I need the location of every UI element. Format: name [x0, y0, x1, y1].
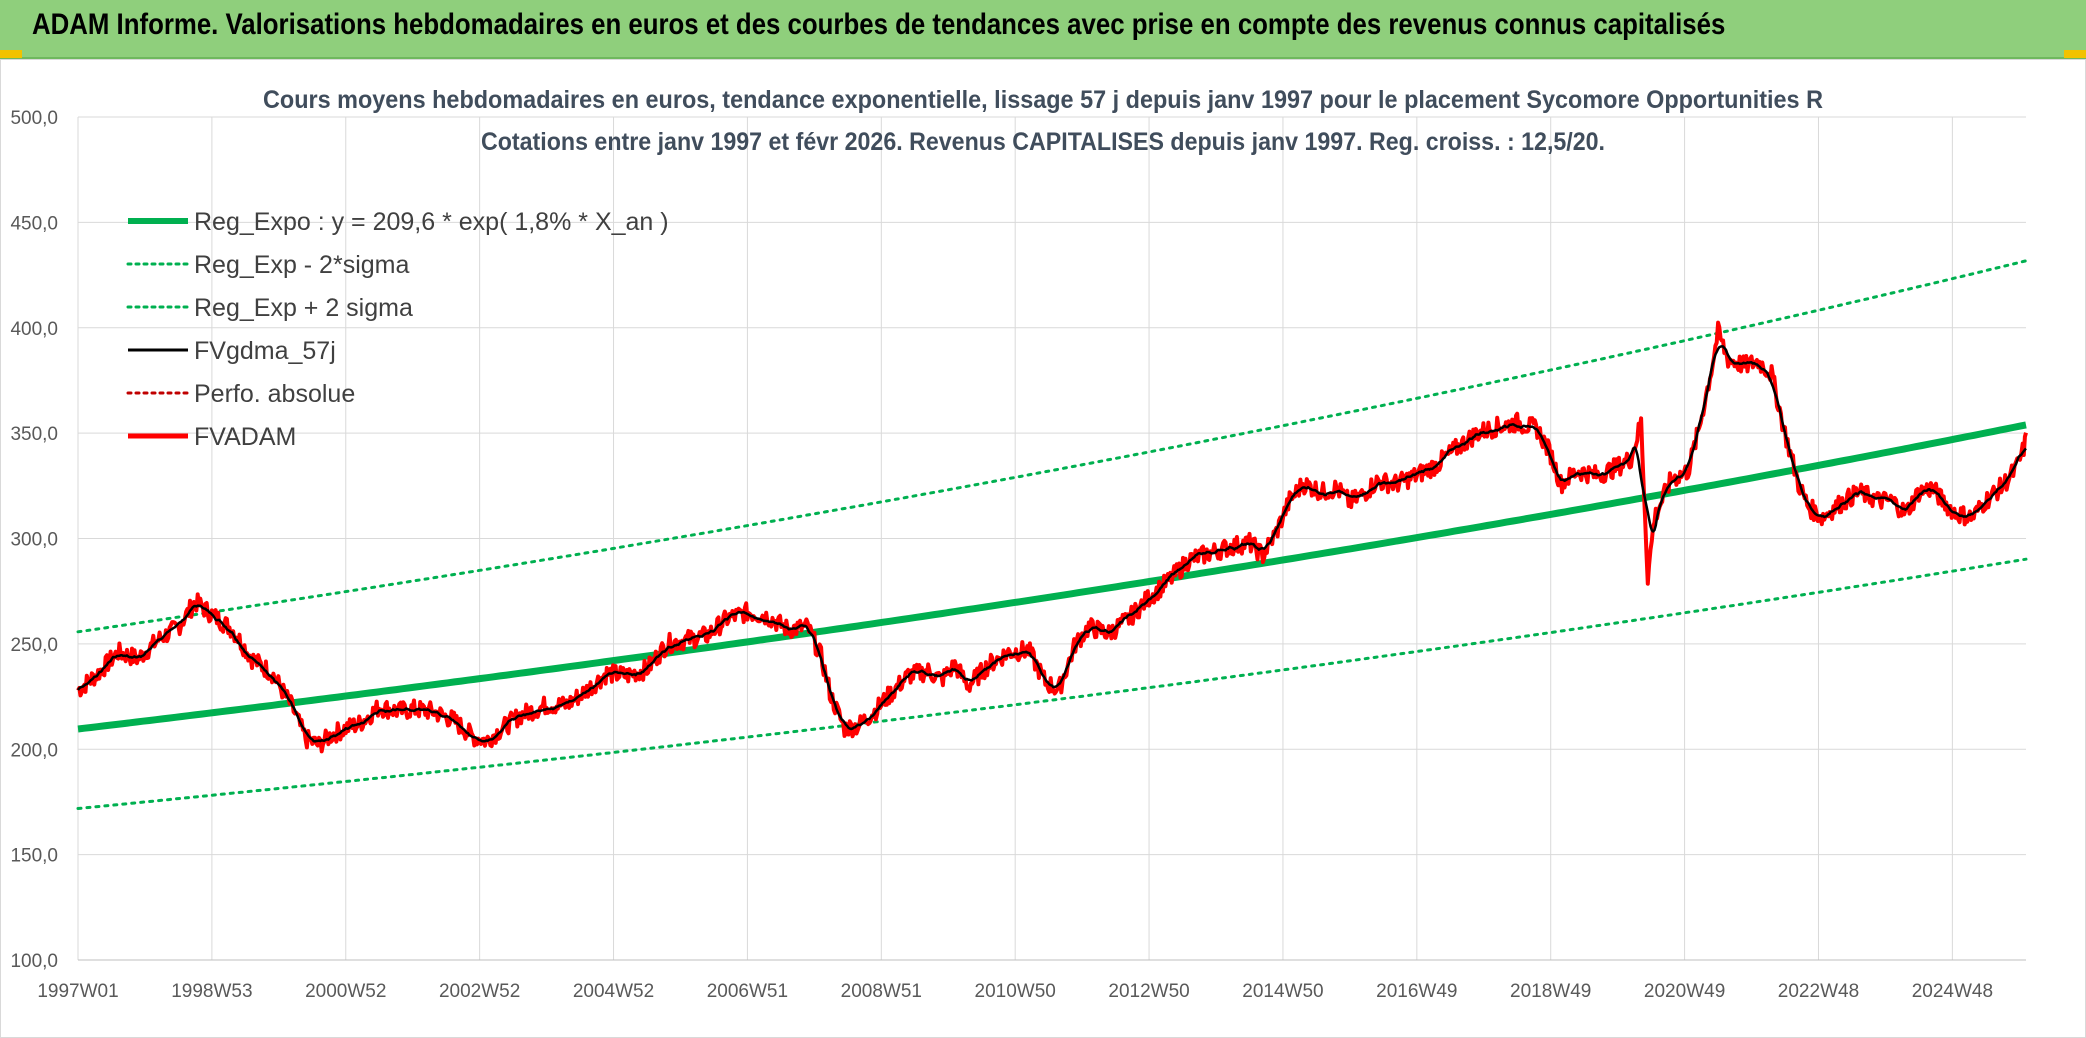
x-tick-label: 2000W52 — [305, 981, 386, 1002]
series-fvgdma-57j — [76, 345, 2027, 743]
x-tick-label: 1998W53 — [171, 981, 252, 1002]
x-tick-label: 2020W49 — [1644, 981, 1725, 1002]
banner-title: ADAM Informe. Valorisations hebdomadaire… — [32, 8, 1726, 41]
legend-label-low: Reg_Exp - 2*sigma — [194, 251, 409, 279]
x-tick-label: 2024W48 — [1912, 981, 1993, 1002]
x-tick-label: 2002W52 — [439, 981, 520, 1002]
grid-lines — [77, 116, 2026, 961]
series-reg-exp-minus-2sigma — [76, 557, 2028, 810]
corner-marker-left — [0, 50, 22, 58]
chart-title-line2: Cotations entre janv 1997 et févr 2026. … — [481, 128, 1605, 156]
y-tick-label: 200,0 — [10, 740, 58, 761]
x-tick-label: 2004W52 — [573, 981, 654, 1002]
chart-titles: Cours moyens hebdomadaires en euros, ten… — [263, 86, 1823, 156]
y-tick-label: 300,0 — [10, 530, 58, 551]
y-tick-label: 350,0 — [10, 424, 58, 445]
y-tick-label: 250,0 — [10, 635, 58, 656]
legend-label-high: Reg_Exp + 2 sigma — [194, 294, 413, 322]
x-axis-ticks: 1997W01 1998W53 2000W52 2002W52 2004W52 2006W… — [37, 981, 1993, 1002]
series-reg-exp-plus-2sigma — [76, 259, 2028, 634]
x-tick-label: 2012W50 — [1108, 981, 1189, 1002]
x-tick-label: 2010W50 — [975, 981, 1056, 1002]
series-lines — [76, 259, 2028, 810]
y-tick-label: 400,0 — [10, 319, 58, 340]
title-banner: ADAM Informe. Valorisations hebdomadaire… — [0, 0, 2086, 59]
legend-label-perf: Perfo. absolue — [194, 380, 355, 408]
x-tick-label: 2014W50 — [1242, 981, 1323, 1002]
y-tick-label: 100,0 — [10, 951, 58, 972]
chart-title-line1: Cours moyens hebdomadaires en euros, ten… — [263, 86, 1823, 114]
legend: Reg_Expo : y = 209,6 * exp( 1,8% * X_an … — [126, 208, 669, 451]
legend-label-price: FVADAM — [194, 423, 296, 451]
legend-label-reg: Reg_Expo : y = 209,6 * exp( 1,8% * X_an … — [194, 208, 669, 236]
y-axis-ticks: 100,0 150,0 200,0 250,0 300,0 350,0 400,0 450,0… — [10, 108, 58, 972]
series-reg-expo — [77, 421, 2027, 733]
y-tick-label: 450,0 — [10, 213, 58, 234]
x-tick-label: 2018W49 — [1510, 981, 1591, 1002]
y-tick-label: 150,0 — [10, 846, 58, 867]
x-tick-label: 1997W01 — [37, 981, 118, 1002]
x-tick-label: 2006W51 — [707, 981, 788, 1002]
x-tick-label: 2022W48 — [1778, 981, 1859, 1002]
legend-label-ma: FVgdma_57j — [194, 337, 336, 365]
y-tick-label: 500,0 — [10, 108, 58, 129]
corner-marker-right — [2064, 50, 2086, 58]
x-tick-label: 2008W51 — [841, 981, 922, 1002]
x-tick-label: 2016W49 — [1376, 981, 1457, 1002]
